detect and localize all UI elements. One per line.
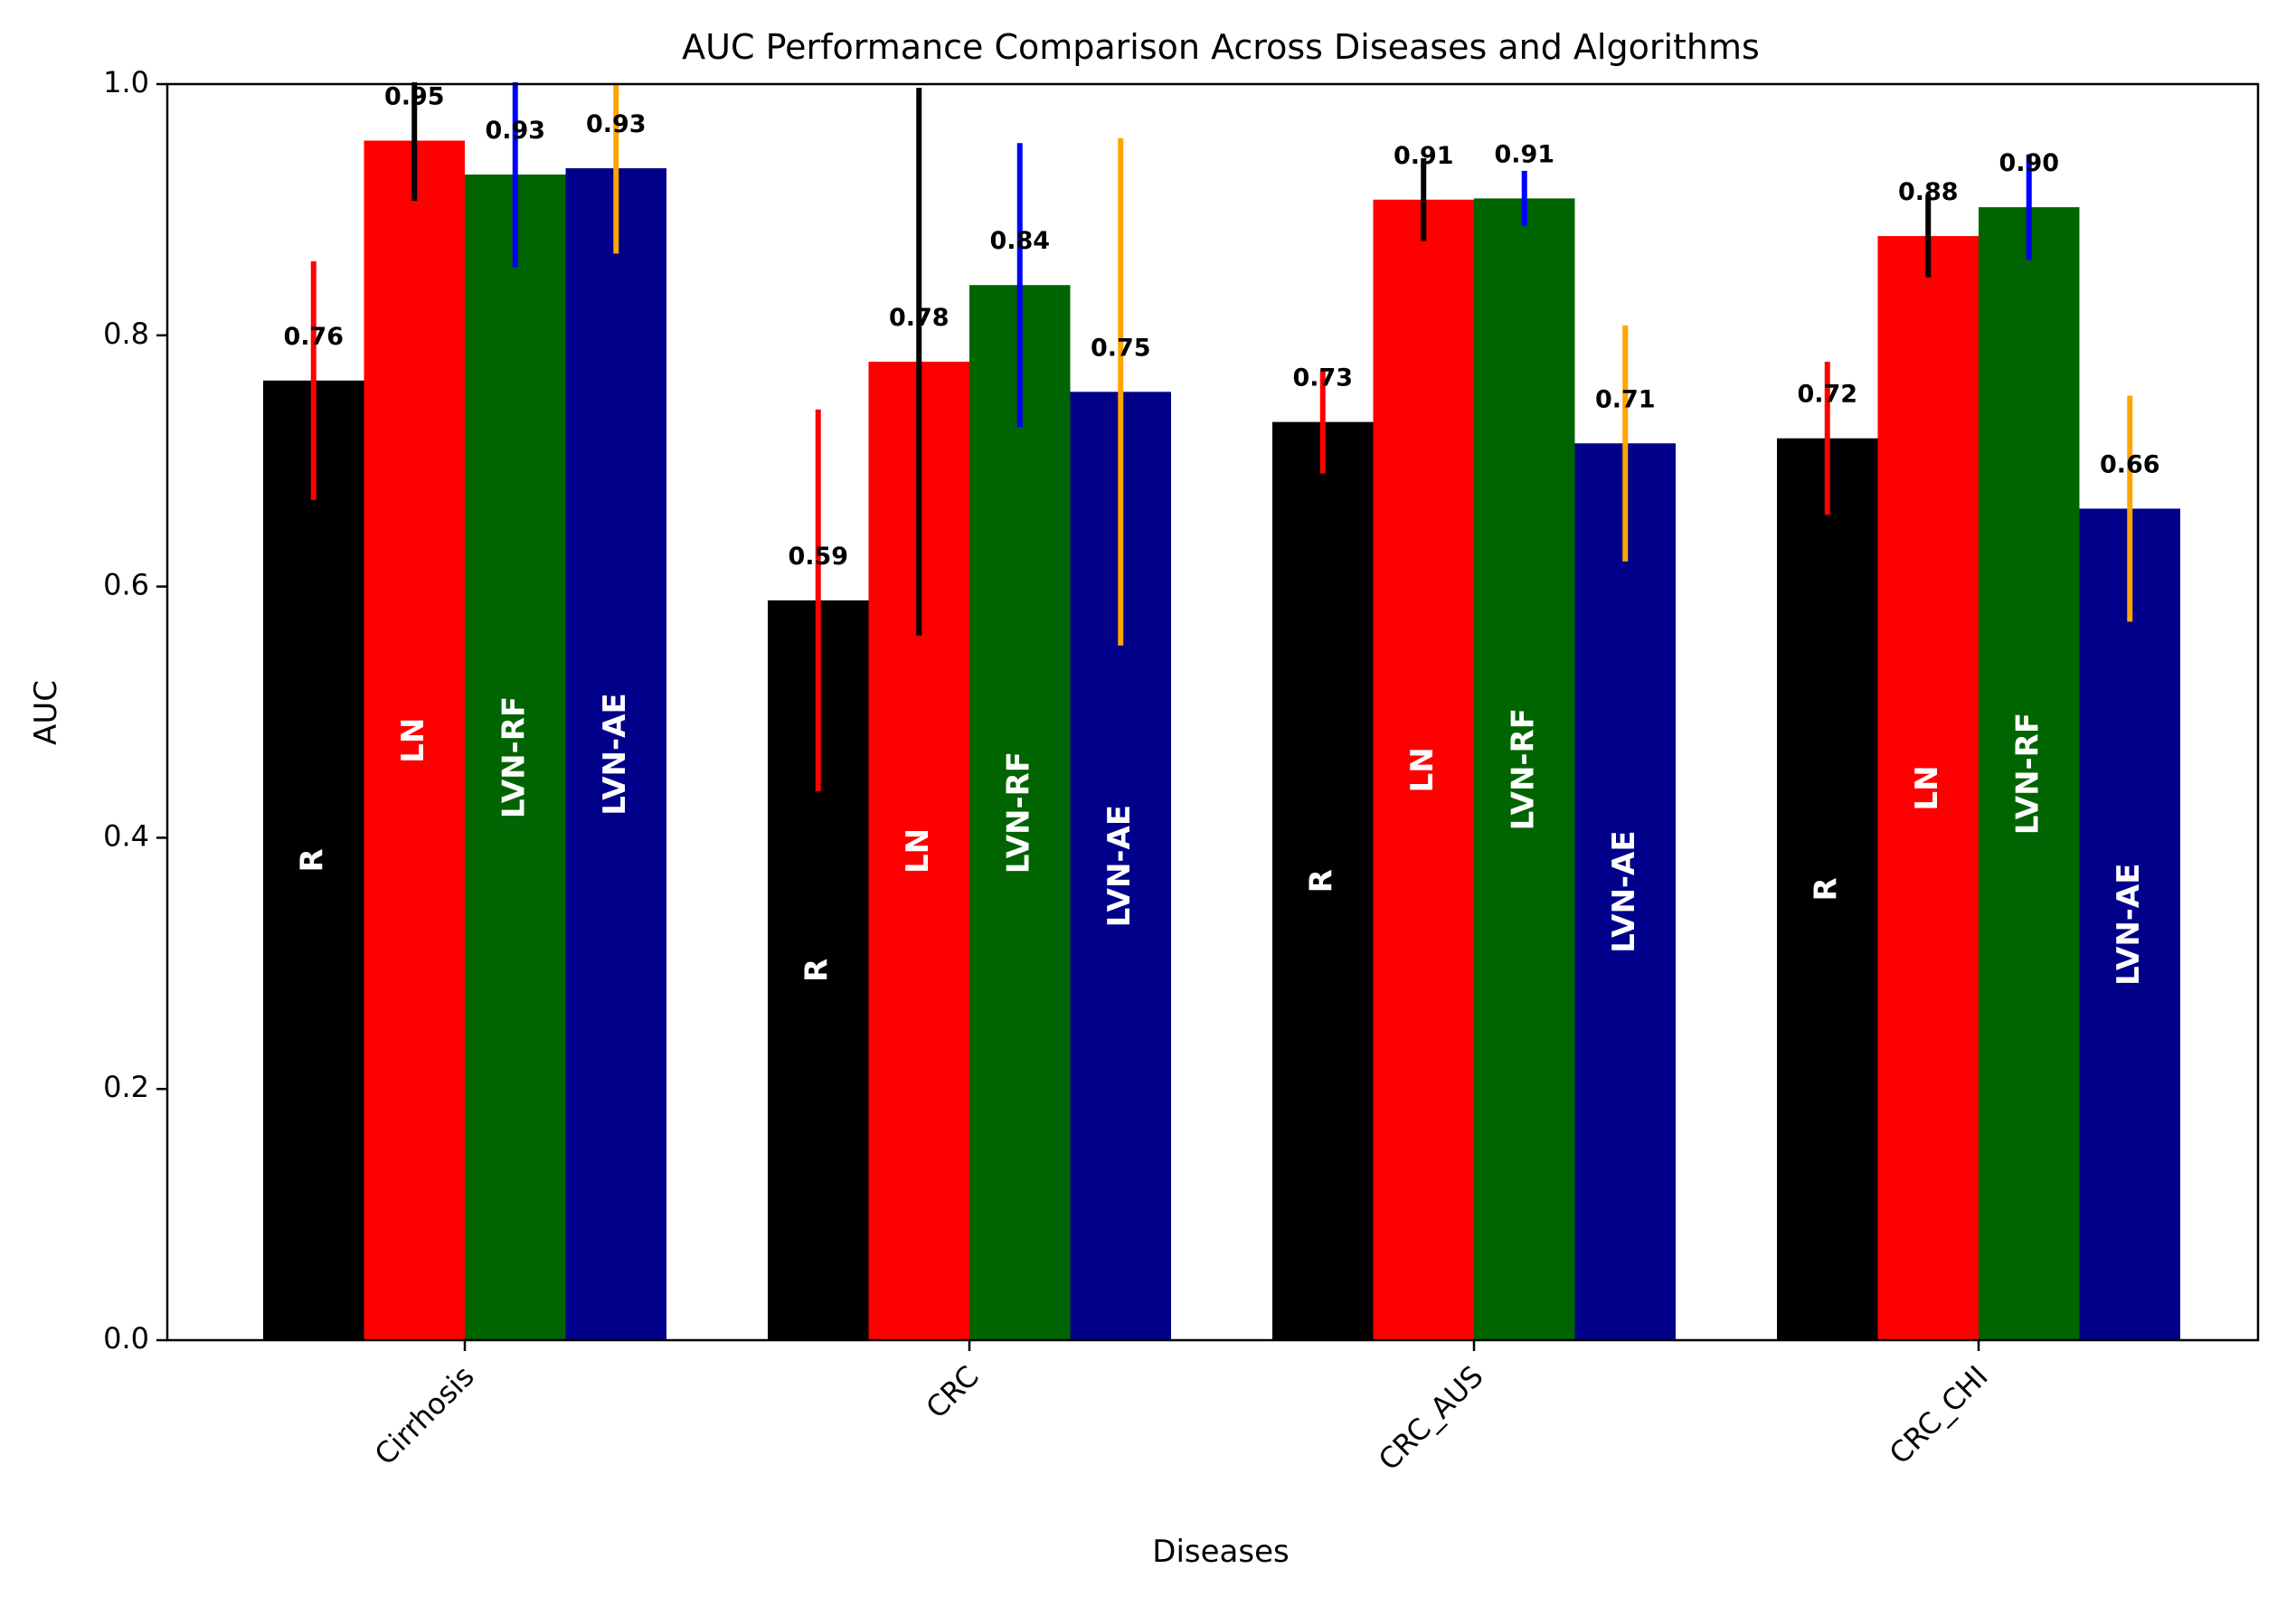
value-label: 0.78 xyxy=(889,304,950,332)
value-label: 0.72 xyxy=(1797,381,1857,409)
value-label: 0.95 xyxy=(384,83,445,111)
value-label: 0.66 xyxy=(2100,450,2160,478)
bar-series-label: R xyxy=(1303,869,1339,893)
bar xyxy=(1777,438,1878,1340)
bar-series-label: LVN-AE xyxy=(597,693,633,815)
bar-series-label: LN xyxy=(395,718,431,763)
bar-series-label: LN xyxy=(900,828,936,874)
bar xyxy=(2079,508,2180,1340)
y-tick-label: 0.0 xyxy=(103,1321,149,1356)
bar xyxy=(969,285,1071,1340)
y-tick-label: 0.8 xyxy=(103,317,149,351)
labels-layer: 0.76 R 0.95 LN 0.93 LVN-RF 0.93 LVN-AE 0.59 R 0.78… xyxy=(283,83,2159,986)
bar xyxy=(1474,198,1575,1340)
bar-series-label: LN xyxy=(1404,747,1441,792)
bar xyxy=(1574,443,1676,1340)
value-label: 0.59 xyxy=(788,543,848,571)
bar-series-label: LVN-RF xyxy=(2009,713,2046,835)
value-label: 0.75 xyxy=(1091,334,1151,362)
plot-frame xyxy=(165,82,2260,1342)
x-axis-label: Diseases xyxy=(1152,1534,1289,1570)
bar xyxy=(565,168,666,1341)
bar-series-label: LVN-RF xyxy=(1000,751,1036,874)
y-tick-label: 0.4 xyxy=(103,818,149,853)
error-bars-layer xyxy=(310,82,2133,792)
bar-series-label: LVN-RF xyxy=(1505,708,1541,830)
bar-series-label: LVN-AE xyxy=(1606,830,1642,952)
y-tick-label: 0.6 xyxy=(103,568,149,602)
value-label: 0.90 xyxy=(1998,149,2059,177)
value-label: 0.91 xyxy=(1494,140,1554,168)
bar-series-label: R xyxy=(798,959,835,982)
bar-series-label: R xyxy=(294,848,330,872)
value-label: 0.91 xyxy=(1394,142,1454,170)
bar-series-label: LN xyxy=(1909,765,1945,810)
bars-layer xyxy=(263,140,2180,1341)
bar xyxy=(263,380,364,1341)
bar-series-label: LVN-RF xyxy=(496,696,532,818)
value-label: 0.73 xyxy=(1292,364,1353,392)
value-label: 0.84 xyxy=(989,227,1050,255)
value-label: 0.93 xyxy=(485,117,545,145)
bar xyxy=(465,175,566,1340)
value-label: 0.93 xyxy=(586,110,647,138)
bar xyxy=(364,140,465,1340)
chart-title: AUC Performance Comparison Across Diseas… xyxy=(682,27,1760,67)
value-label: 0.71 xyxy=(1595,385,1656,413)
bar xyxy=(1877,236,1979,1341)
bar-series-label: R xyxy=(1808,877,1844,901)
bar xyxy=(1373,199,1474,1341)
bar-series-label: LVN-AE xyxy=(1101,805,1138,927)
y-tick-label: 0.2 xyxy=(103,1070,149,1104)
y-axis-label: AUC xyxy=(28,680,64,745)
y-tick-label: 1.0 xyxy=(103,65,149,99)
value-label: 0.76 xyxy=(283,323,344,351)
bar xyxy=(1979,207,2080,1341)
value-label: 0.88 xyxy=(1898,178,1959,206)
bar xyxy=(1272,421,1374,1340)
bar-series-label: LVN-AE xyxy=(2111,864,2147,986)
